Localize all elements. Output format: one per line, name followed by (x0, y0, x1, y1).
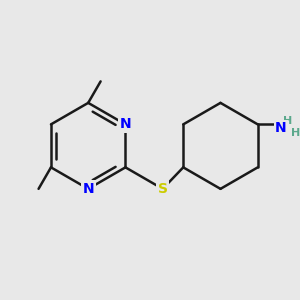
Text: N: N (275, 121, 287, 135)
Text: S: S (158, 182, 168, 196)
Text: N: N (120, 117, 131, 131)
Text: N: N (82, 182, 94, 196)
Text: H: H (283, 116, 292, 126)
Text: H: H (291, 128, 300, 138)
